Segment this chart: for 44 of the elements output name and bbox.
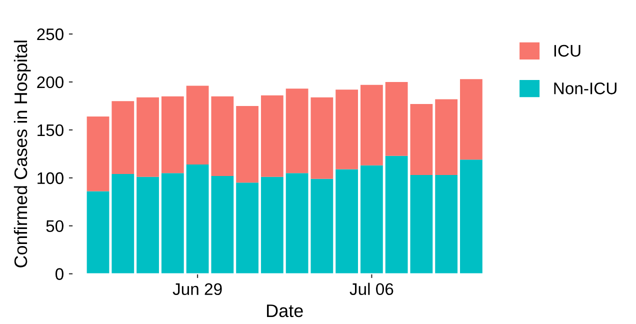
bar (435, 175, 458, 274)
bar (385, 156, 408, 274)
y-tick-label: 0 (55, 268, 64, 280)
bar (410, 175, 433, 274)
legend-label: ICU (554, 44, 580, 57)
bar (136, 97, 159, 177)
bar (385, 82, 408, 156)
bar (161, 173, 184, 274)
bar (236, 182, 258, 274)
bar (360, 84, 383, 166)
bar (186, 164, 209, 274)
bar (112, 101, 134, 174)
bar (211, 96, 234, 176)
bar (435, 99, 458, 175)
bar (260, 95, 284, 177)
legend-label: Non-ICU (554, 82, 616, 94)
bar (211, 176, 234, 274)
bar (336, 90, 358, 170)
bar (460, 79, 482, 160)
bar (236, 106, 258, 183)
bar (136, 176, 159, 274)
bar (410, 104, 433, 175)
bar (186, 86, 209, 164)
bar (86, 191, 110, 274)
y-tick-label: 50 (46, 220, 64, 232)
bar (336, 169, 358, 274)
bar (460, 160, 482, 274)
y-axis-title: Confirmed Cases in Hospital (14, 40, 31, 268)
y-tick-label: 250 (37, 28, 64, 40)
bar (360, 165, 383, 274)
y-tick-label: 100 (38, 172, 64, 184)
bar (112, 174, 134, 274)
bar (310, 178, 334, 274)
y-tick-label: 200 (37, 76, 64, 88)
x-axis-title: Date (267, 304, 303, 318)
x-tick-label: Jul 06 (350, 282, 394, 296)
bar (286, 88, 308, 174)
y-tick-label: 150 (38, 124, 64, 136)
bar (286, 173, 308, 274)
bar (161, 96, 184, 174)
bar (86, 116, 110, 192)
x-tick-label: Jun 29 (172, 283, 222, 296)
bar (310, 97, 334, 179)
bar (260, 176, 284, 274)
